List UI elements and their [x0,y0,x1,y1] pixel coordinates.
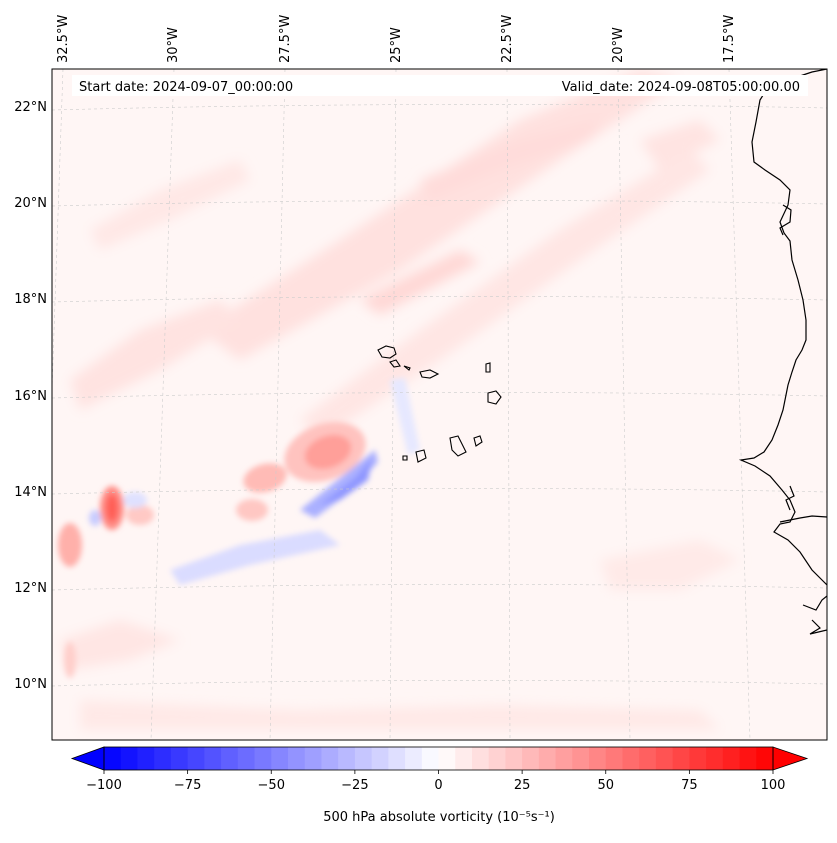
lon-label: 17.5°W [722,15,737,63]
colorbar-cell [555,747,573,770]
header-box [72,75,808,96]
map-frame [51,68,828,741]
lon-label: 27.5°W [278,15,293,63]
colorbar-cell [689,747,707,770]
colorbar-label: 500 hPa absolute vorticity (10⁻⁵s⁻¹) [323,810,555,825]
colorbar-cell [522,747,540,770]
colorbar-cell [488,747,506,770]
colorbar-tick-label: 100 [761,778,786,793]
colorbar-tick-label: −25 [341,778,368,793]
lat-label: 14°N [14,485,47,500]
coastline-cape-verde [377,345,502,463]
start-date-text: Start date: 2024-09-07_00:00:00 [79,80,293,95]
vorticity-field [52,69,827,740]
western-feature [58,486,154,678]
colorbar-tick-label: 25 [514,778,531,793]
colorbar-cell [254,747,272,770]
graticule [52,69,827,740]
colorbar-cell [137,747,155,770]
colorbar-cell [739,747,757,770]
colorbar-cell [321,747,339,770]
colorbar-cell [421,747,440,770]
colorbar-cell [371,747,389,770]
colorbar-cell [538,747,557,770]
colorbar-cell [354,747,373,770]
colorbar-cell [187,747,205,770]
lon-label: 20°W [611,27,626,63]
lat-label: 18°N [14,292,47,307]
colorbar-max-extension [772,746,809,771]
coastline-africa [738,69,827,635]
colorbar-tick-label: −75 [174,778,201,793]
lon-label: 25°W [389,27,404,63]
lat-label: 10°N [14,677,47,692]
lon-label: 22.5°W [500,15,515,63]
lat-label: 12°N [14,581,47,596]
colorbar-cell [204,747,222,770]
colorbar-tick-label: −50 [258,778,285,793]
colorbar-min-extension [70,746,105,771]
colorbar-cell [672,747,690,770]
colorbar-cell [639,747,657,770]
colorbar-tick-label: −100 [86,778,122,793]
colorbar-cell [237,747,256,770]
colorbar-cell [589,747,607,770]
lon-label: 32.5°W [56,15,71,63]
lat-label: 22°N [14,100,47,115]
colorbar-cell [455,747,473,770]
colorbar-cell [471,747,490,770]
colorbar-cell [505,747,523,770]
central-vortex [170,378,420,585]
colorbar-cell [722,747,741,770]
colorbar-ticks: −100 −75 −50 −25 0 25 50 75 100 [86,770,785,793]
longitude-labels: 32.5°W 30°W 27.5°W 25°W 22.5°W 20°W 17.5… [56,15,737,63]
colorbar-cell [338,747,356,770]
colorbar-tick-label: 75 [681,778,698,793]
colorbar-cell [304,747,322,770]
colorbar-cell [605,747,623,770]
colorbar-cell [622,747,640,770]
colorbar-cell [405,747,423,770]
colorbar-cell [655,747,674,770]
colorbar-cell [388,747,406,770]
colorbar-tick-label: 50 [597,778,614,793]
lat-label: 16°N [14,389,47,404]
positive-bands [60,70,740,730]
colorbar-cell [706,747,724,770]
colorbar-cell [120,747,138,770]
colorbar-cell [170,747,189,770]
colorbar-cell [438,747,456,770]
colorbar-tick-label: 0 [434,778,442,793]
colorbar-cell [104,747,122,770]
colorbar-cells [104,747,774,770]
colorbar-cell [572,747,590,770]
lat-label: 20°N [14,196,47,211]
colorbar-cell [756,747,774,770]
colorbar: −100 −75 −50 −25 0 25 50 75 100 500 hPa absolute… [70,746,809,825]
valid-date-text: Valid_date: 2024-09-08T05:00:00.00 [562,80,800,95]
colorbar-cell [154,747,172,770]
colorbar-cell [221,747,239,770]
colorbar-cell [271,747,289,770]
latitude-labels: 22°N 20°N 18°N 16°N 14°N 12°N 10°N [14,100,47,692]
lon-label: 30°W [166,27,181,63]
colorbar-cell [287,747,306,770]
